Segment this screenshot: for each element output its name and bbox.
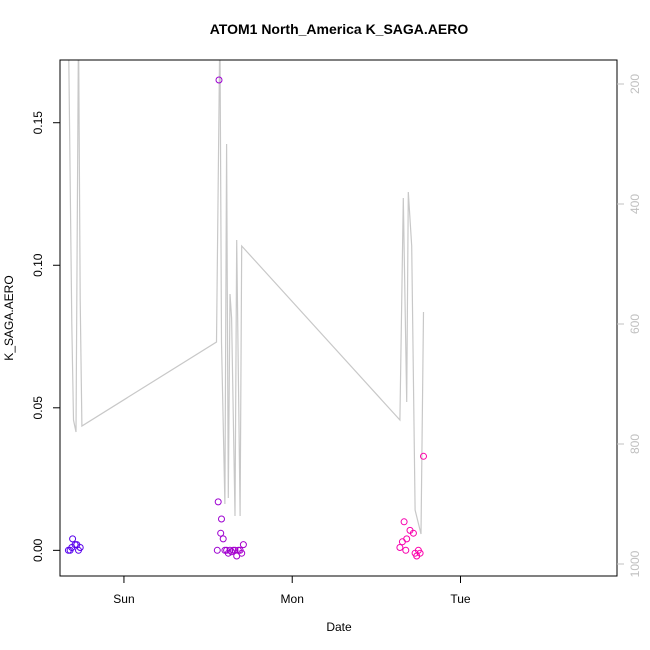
data-point [409, 529, 417, 537]
data-point [69, 535, 77, 543]
data-point [226, 546, 234, 554]
y-tick-label: 0.00 [31, 538, 45, 562]
y2-tick-label: 1000 [628, 550, 642, 577]
pressure-line [68, 60, 425, 535]
data-point [76, 544, 84, 551]
data-point [402, 546, 410, 554]
data-point [219, 535, 227, 543]
data-point [403, 535, 411, 543]
data-point [420, 452, 427, 460]
x-tick-label: Sun [113, 592, 134, 606]
data-point [215, 76, 223, 84]
data-point [238, 549, 246, 557]
data-point [217, 529, 225, 537]
chart-title: ATOM1 North_America K_SAGA.AERO [210, 21, 469, 37]
x-axis: Sun Mon Tue [113, 576, 471, 606]
y2-tick-label: 800 [628, 434, 642, 454]
data-point [213, 546, 221, 554]
y-tick-label: 0.05 [31, 396, 45, 420]
y-tick-label: 0.10 [31, 253, 45, 277]
y2-tick-label: 400 [628, 194, 642, 214]
x-tick-label: Mon [281, 592, 304, 606]
pressure-series [68, 60, 425, 535]
y2-axis: 200 400 600 800 1000 [617, 74, 642, 577]
x-tick-label: Tue [450, 592, 471, 606]
x-axis-label: Date [326, 620, 352, 634]
plot-frame [59, 59, 618, 577]
data-point [398, 538, 406, 546]
data-point [228, 548, 236, 556]
data-point [396, 544, 404, 551]
y2-tick-label: 200 [628, 74, 642, 94]
y2-tick-label: 600 [628, 314, 642, 334]
data-point [214, 498, 222, 506]
scatter-series [64, 76, 427, 560]
data-point [416, 549, 424, 557]
data-point [400, 518, 408, 526]
y-axis-label: K_SAGA.AERO [2, 275, 16, 360]
y-tick-label: 0.15 [31, 111, 45, 135]
y-axis: 0.00 0.05 0.10 0.15 [31, 111, 60, 562]
data-point [239, 541, 247, 549]
data-point [218, 515, 225, 523]
